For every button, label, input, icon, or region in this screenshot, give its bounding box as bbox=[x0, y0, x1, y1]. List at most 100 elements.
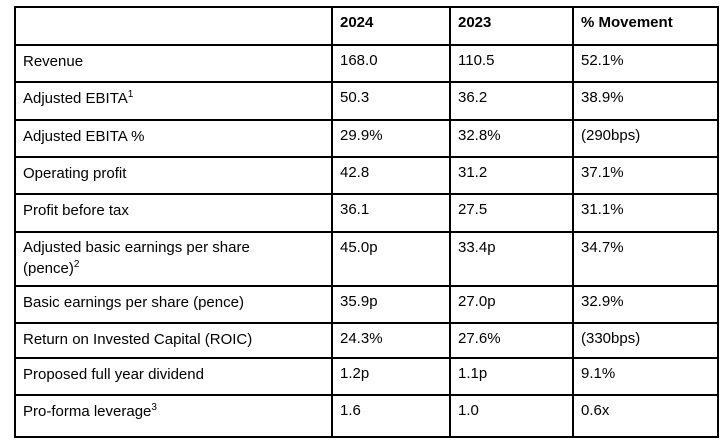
row-label-cell: Proposed full year dividend bbox=[14, 357, 333, 396]
value-movement: 31.1% bbox=[581, 201, 624, 218]
value-2023: 110.5 bbox=[458, 52, 495, 69]
value-2023: 27.6% bbox=[458, 330, 501, 347]
row-label-cell: Profit before tax bbox=[14, 193, 333, 233]
row-label-cell: Adjusted EBITA1 bbox=[14, 81, 333, 121]
header-row: 2024 2023 % Movement bbox=[14, 6, 719, 46]
value-2023-cell: 1.1p bbox=[449, 357, 574, 396]
row-label: Adjusted basic earnings per share (pence… bbox=[23, 239, 250, 277]
footnote-marker: 3 bbox=[151, 402, 157, 413]
value-2023: 27.5 bbox=[458, 201, 488, 218]
value-movement: 38.9% bbox=[581, 89, 624, 106]
value-2024-cell: 36.1 bbox=[331, 193, 451, 233]
value-2024-cell: 29.9% bbox=[331, 119, 451, 158]
value-2024-cell: 24.3% bbox=[331, 322, 451, 359]
value-2024: 1.6 bbox=[340, 402, 361, 419]
row-label-cell: Revenue bbox=[14, 44, 333, 83]
value-movement: (290bps) bbox=[581, 127, 641, 144]
table-row-pro-forma-leverage: Pro-forma leverage3 1.6 1.0 0.6x bbox=[14, 394, 719, 438]
value-2024-cell: 42.8 bbox=[331, 156, 451, 195]
value-2023: 36.2 bbox=[458, 89, 488, 106]
table-row-profit-before-tax: Profit before tax 36.1 27.5 31.1% bbox=[14, 193, 719, 233]
value-2024: 35.9p bbox=[340, 293, 378, 310]
header-cell-2023: 2023 bbox=[449, 6, 574, 46]
value-2024: 168.0 bbox=[340, 52, 378, 69]
value-2023-cell: 110.5 bbox=[449, 44, 574, 83]
row-label: Proposed full year dividend bbox=[23, 366, 204, 383]
row-label: Operating profit bbox=[23, 165, 127, 182]
value-2023-cell: 27.0p bbox=[449, 285, 574, 324]
value-2024-cell: 35.9p bbox=[331, 285, 451, 324]
value-2024: 42.8 bbox=[340, 164, 370, 181]
value-2023-cell: 32.8% bbox=[449, 119, 574, 158]
value-2024: 45.0p bbox=[340, 239, 378, 256]
value-2024-cell: 50.3 bbox=[331, 81, 451, 121]
table-row-adjusted-ebita-pct: Adjusted EBITA % 29.9% 32.8% (290bps) bbox=[14, 119, 719, 158]
table-row-proposed-dividend: Proposed full year dividend 1.2p 1.1p 9.… bbox=[14, 357, 719, 396]
row-label-cell: Pro-forma leverage3 bbox=[14, 394, 333, 438]
value-2024-cell: 1.2p bbox=[331, 357, 451, 396]
value-2023: 1.1p bbox=[458, 365, 488, 382]
header-cell-movement: % Movement bbox=[572, 6, 719, 46]
row-label: Adjusted EBITA % bbox=[23, 128, 145, 145]
row-label: Profit before tax bbox=[23, 202, 129, 219]
value-2023: 33.4p bbox=[458, 239, 496, 256]
row-label: Basic earnings per share (pence) bbox=[23, 294, 244, 311]
value-movement-cell: 0.6x bbox=[572, 394, 719, 438]
row-label-cell: Operating profit bbox=[14, 156, 333, 195]
table-row-operating-profit: Operating profit 42.8 31.2 37.1% bbox=[14, 156, 719, 195]
value-movement: 0.6x bbox=[581, 402, 610, 419]
value-2023: 1.0 bbox=[458, 402, 479, 419]
value-movement: (330bps) bbox=[581, 330, 641, 347]
table-header: 2024 2023 % Movement bbox=[14, 6, 719, 46]
row-label-cell: Adjusted basic earnings per share (pence… bbox=[14, 231, 333, 287]
row-label: Return on Invested Capital (ROIC) bbox=[23, 331, 253, 348]
value-2024-cell: 1.6 bbox=[331, 394, 451, 438]
value-movement-cell: 9.1% bbox=[572, 357, 719, 396]
header-label-2024: 2024 bbox=[340, 14, 374, 31]
row-label-cell: Basic earnings per share (pence) bbox=[14, 285, 333, 324]
value-movement-cell: 34.7% bbox=[572, 231, 719, 287]
value-2024-cell: 168.0 bbox=[331, 44, 451, 83]
value-2023: 32.8% bbox=[458, 127, 501, 144]
row-label: Revenue bbox=[23, 53, 84, 70]
value-movement-cell: 32.9% bbox=[572, 285, 719, 324]
value-2023-cell: 27.6% bbox=[449, 322, 574, 359]
value-movement: 37.1% bbox=[581, 164, 624, 181]
value-2023-cell: 36.2 bbox=[449, 81, 574, 121]
value-movement-cell: 38.9% bbox=[572, 81, 719, 121]
financial-results-table: 2024 2023 % Movement Revenue 168.0 110.5… bbox=[14, 6, 719, 438]
value-2023: 31.2 bbox=[458, 164, 488, 181]
value-2024: 1.2p bbox=[340, 365, 370, 382]
value-movement: 9.1% bbox=[581, 365, 616, 382]
value-movement-cell: (330bps) bbox=[572, 322, 719, 359]
value-2024: 36.1 bbox=[340, 201, 370, 218]
table-row-basic-eps: Basic earnings per share (pence) 35.9p 2… bbox=[14, 285, 719, 324]
value-2024: 50.3 bbox=[340, 89, 370, 106]
row-label-cell: Return on Invested Capital (ROIC) bbox=[14, 322, 333, 359]
value-2024-cell: 45.0p bbox=[331, 231, 451, 287]
table-row-revenue: Revenue 168.0 110.5 52.1% bbox=[14, 44, 719, 83]
value-movement-cell: 37.1% bbox=[572, 156, 719, 195]
value-2023-cell: 31.2 bbox=[449, 156, 574, 195]
value-movement-cell: 31.1% bbox=[572, 193, 719, 233]
header-cell-blank bbox=[14, 6, 333, 46]
row-label: Pro-forma leverage bbox=[23, 403, 152, 420]
value-movement-cell: 52.1% bbox=[572, 44, 719, 83]
table-body: Revenue 168.0 110.5 52.1% Adjusted EBITA… bbox=[14, 44, 719, 438]
value-movement: 32.9% bbox=[581, 293, 624, 310]
row-label: Adjusted EBITA bbox=[23, 90, 128, 107]
value-2023-cell: 27.5 bbox=[449, 193, 574, 233]
value-2023-cell: 33.4p bbox=[449, 231, 574, 287]
value-2024: 29.9% bbox=[340, 127, 383, 144]
value-movement: 52.1% bbox=[581, 52, 624, 69]
footnote-marker: 1 bbox=[127, 89, 134, 100]
value-2024: 24.3% bbox=[340, 330, 383, 347]
header-label-2023: 2023 bbox=[458, 14, 492, 31]
table-row-roic: Return on Invested Capital (ROIC) 24.3% … bbox=[14, 322, 719, 359]
value-2023: 27.0p bbox=[458, 293, 496, 310]
table-row-adjusted-ebita: Adjusted EBITA1 50.3 36.2 38.9% bbox=[14, 81, 719, 121]
footnote-marker: 2 bbox=[73, 258, 80, 270]
value-movement-cell: (290bps) bbox=[572, 119, 719, 158]
row-label-cell: Adjusted EBITA % bbox=[14, 119, 333, 158]
value-movement: 34.7% bbox=[581, 239, 624, 256]
